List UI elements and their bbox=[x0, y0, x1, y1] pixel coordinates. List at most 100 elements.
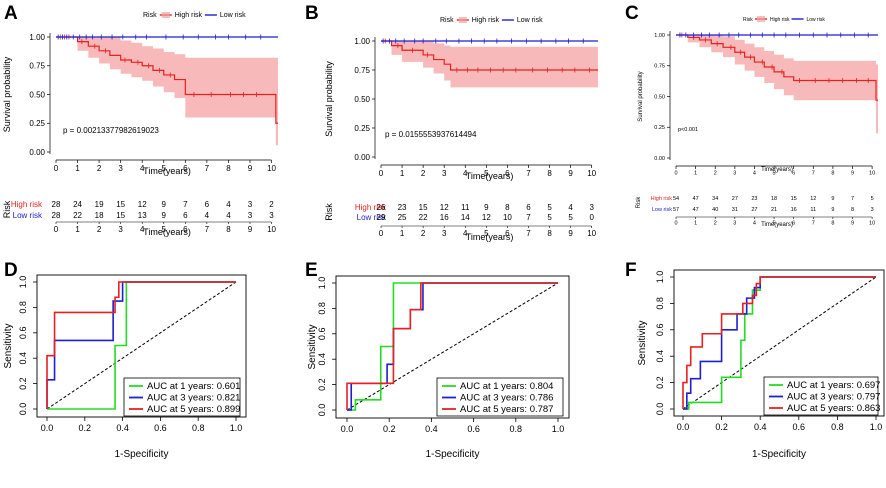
risk-low-a-1: 22 bbox=[73, 211, 82, 220]
roc-curve-d-2 bbox=[46, 281, 236, 409]
risk-low-b-4: 14 bbox=[461, 213, 470, 222]
y-tick-label-d-5: 1.0 bbox=[18, 276, 28, 289]
roc-legend-label-e-1: AUC at 3 years: 0.786 bbox=[460, 393, 553, 404]
risk-low-b-7: 7 bbox=[526, 213, 531, 222]
x-tick-label-a-0: 0 bbox=[54, 164, 59, 173]
plot-frame-d bbox=[36, 274, 247, 418]
y-axis-label-e: Sensitivity bbox=[307, 324, 318, 369]
diagonal-d bbox=[46, 281, 237, 410]
x-tick-label-e-0: 0.0 bbox=[341, 424, 354, 434]
y-tick-label-b-3: 0.75 bbox=[354, 66, 370, 75]
legend-high-band-c bbox=[757, 16, 765, 22]
roc-legend-label-d-1: AUC at 3 years: 0.821 bbox=[147, 393, 240, 404]
table-x-tick-label-c-2: 2 bbox=[714, 221, 717, 227]
y-axis-label-c: Survival probability bbox=[638, 71, 644, 121]
risk-table-title-a: Risk bbox=[2, 200, 12, 218]
x-tick-label-a-10: 10 bbox=[267, 164, 276, 173]
risk-low-a-0: 28 bbox=[52, 211, 61, 220]
legend-title-b: Risk bbox=[440, 17, 454, 24]
y-axis-label-d: Sensitivity bbox=[3, 323, 14, 368]
x-tick-label-c-2: 2 bbox=[714, 171, 717, 177]
y-tick-label-f-4: 0.8 bbox=[655, 297, 665, 310]
table-x-tick-label-a-10: 10 bbox=[267, 225, 276, 234]
risk-high-a-10: 2 bbox=[269, 200, 274, 209]
risk-high-b-7: 6 bbox=[526, 203, 531, 212]
x-axis-label-f: 1-Specificity bbox=[752, 449, 806, 460]
table-x-tick-label-b-1: 1 bbox=[400, 229, 405, 238]
x-tick-label-c-6: 6 bbox=[792, 171, 795, 177]
risk-high-b-9: 4 bbox=[568, 203, 573, 212]
x-tick-label-c-3: 3 bbox=[733, 171, 736, 177]
legend-high-band-b bbox=[458, 17, 467, 23]
risk-high-b-1: 23 bbox=[398, 203, 407, 212]
risk-low-c-3: 31 bbox=[732, 207, 738, 213]
y-tick-label-a-4: 1.00 bbox=[29, 33, 45, 42]
risk-low-b-10: 0 bbox=[589, 213, 594, 222]
roc-curve-d-1 bbox=[46, 281, 236, 409]
roc-legend-box-d bbox=[123, 377, 241, 417]
risk-row-label-high-a: High risk bbox=[11, 200, 43, 209]
table-x-axis-label-c: Time(years) bbox=[761, 222, 793, 228]
roc-curve-e-0 bbox=[347, 282, 558, 411]
x-axis-label-b: Time(years) bbox=[466, 171, 514, 181]
y-tick-label-b-0: 0.00 bbox=[354, 153, 370, 162]
ci-band-high-c bbox=[676, 35, 878, 134]
charts-layer: Risk High risk Low risk0.000.250.500.751.0… bbox=[2, 12, 885, 460]
roc-curve-e-2 bbox=[346, 282, 558, 410]
x-tick-label-d-5: 1.0 bbox=[230, 423, 243, 433]
roc-curve-f-2 bbox=[682, 276, 876, 409]
p-value-b: p = 0.0155553937614494 bbox=[385, 130, 477, 139]
x-tick-label-b-4: 4 bbox=[463, 169, 468, 178]
risk-low-b-9: 5 bbox=[568, 213, 573, 222]
risk-high-c-8: 9 bbox=[831, 196, 834, 202]
roc-legend-label-d-0: AUC at 1 years: 0.601 bbox=[147, 381, 240, 392]
x-tick-label-e-3: 0.6 bbox=[467, 424, 480, 434]
x-tick-label-e-2: 0.4 bbox=[425, 424, 438, 434]
table-x-tick-label-a-7: 7 bbox=[205, 225, 210, 234]
risk-low-b-0: 29 bbox=[377, 213, 386, 222]
table-x-tick-label-a-1: 1 bbox=[75, 225, 80, 234]
risk-high-c-3: 27 bbox=[732, 196, 738, 202]
x-tick-label-f-5: 1.0 bbox=[870, 422, 883, 432]
risk-low-b-6: 10 bbox=[503, 213, 512, 222]
roc-legend-label-d-2: AUC at 5 years: 0.899 bbox=[147, 404, 240, 415]
legend-low-label-a: Low risk bbox=[220, 12, 246, 19]
risk-high-b-8: 5 bbox=[547, 203, 552, 212]
x-tick-label-c-10: 10 bbox=[869, 171, 875, 177]
legend-low-label-b: Low risk bbox=[517, 17, 543, 24]
y-tick-label-b-1: 0.25 bbox=[354, 124, 370, 133]
y-tick-label-e-3: 0.6 bbox=[317, 328, 327, 341]
risk-high-a-9: 3 bbox=[248, 200, 253, 209]
legend-low-label-c: Low risk bbox=[807, 17, 826, 23]
roc-curve-f-0 bbox=[683, 276, 876, 410]
table-x-tick-label-b-7: 7 bbox=[526, 229, 531, 238]
table-x-tick-label-c-9: 9 bbox=[851, 221, 854, 227]
table-x-tick-label-a-8: 8 bbox=[226, 225, 231, 234]
panel-letter-f: F bbox=[625, 260, 637, 281]
x-tick-label-f-0: 0.0 bbox=[677, 422, 690, 432]
x-tick-label-c-4: 4 bbox=[753, 171, 756, 177]
y-tick-label-a-3: 0.75 bbox=[29, 62, 45, 71]
y-tick-label-c-4: 1.00 bbox=[654, 33, 665, 39]
x-tick-label-b-5: 5 bbox=[484, 169, 489, 178]
table-x-tick-label-c-10: 10 bbox=[869, 221, 875, 227]
table-x-tick-label-a-3: 3 bbox=[118, 225, 123, 234]
x-tick-label-b-8: 8 bbox=[547, 169, 552, 178]
km-plot-a: Risk High risk Low risk0.000.250.500.751.0… bbox=[2, 12, 278, 237]
x-tick-label-f-4: 0.8 bbox=[831, 422, 844, 432]
roc-legend-label-e-0: AUC at 1 years: 0.804 bbox=[460, 381, 553, 392]
legend-high-band-a bbox=[161, 12, 170, 18]
risk-row-label-high-c: High risk bbox=[651, 196, 673, 202]
table-x-tick-label-b-8: 8 bbox=[547, 229, 552, 238]
risk-high-a-4: 12 bbox=[138, 200, 147, 209]
roc-legend-label-f-1: AUC at 3 years: 0.797 bbox=[787, 392, 880, 403]
x-tick-label-e-5: 1.0 bbox=[552, 424, 565, 434]
risk-low-c-8: 9 bbox=[831, 207, 834, 213]
risk-high-b-2: 15 bbox=[419, 203, 428, 212]
x-tick-label-f-2: 0.4 bbox=[754, 422, 767, 432]
x-tick-label-b-0: 0 bbox=[379, 169, 384, 178]
table-x-tick-label-b-6: 6 bbox=[505, 229, 510, 238]
x-tick-label-b-9: 9 bbox=[568, 169, 573, 178]
risk-low-a-9: 3 bbox=[248, 211, 253, 220]
ci-band-high-a bbox=[56, 37, 278, 146]
